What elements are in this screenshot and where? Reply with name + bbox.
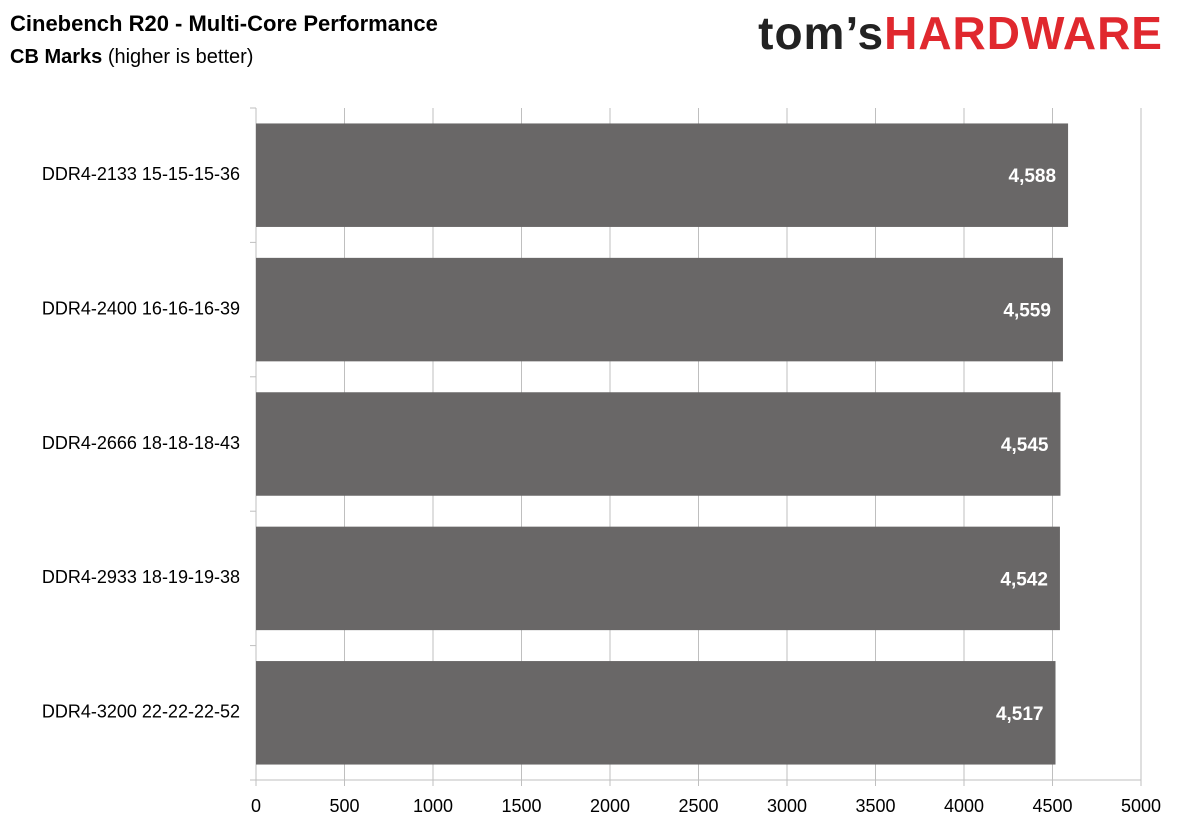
- x-tick-label: 2500: [678, 796, 718, 816]
- logo-prefix: tom’s: [758, 7, 884, 59]
- bar: [256, 392, 1061, 496]
- logo: tom’sHARDWARE: [758, 7, 1163, 59]
- x-tick-label: 2000: [590, 796, 630, 816]
- value-label: 4,517: [996, 704, 1044, 725]
- value-label: 4,588: [1009, 166, 1057, 187]
- chart-subtitle: CB Marks (higher is better): [10, 46, 253, 68]
- y-tick-label: DDR4-2133 15-15-15-36: [42, 164, 240, 184]
- y-tick-label: DDR4-2933 18-19-19-38: [42, 567, 240, 587]
- chart-title: Cinebench R20 - Multi-Core Performance: [10, 11, 438, 36]
- x-tick-label: 4000: [944, 796, 984, 816]
- bar: [256, 661, 1056, 765]
- x-tick-label: 3500: [855, 796, 895, 816]
- y-tick-label: DDR4-3200 22-22-22-52: [42, 702, 240, 722]
- bar: [256, 123, 1069, 227]
- y-tick-label: DDR4-2666 18-18-18-43: [42, 433, 240, 453]
- subtitle: CB Marks: [10, 46, 102, 68]
- value-label: 4,542: [1000, 569, 1048, 590]
- bar: [256, 526, 1060, 631]
- x-tick-label: 0: [251, 796, 261, 816]
- x-tick-label: 3000: [767, 796, 807, 816]
- logo-name: HARDWARE: [884, 7, 1163, 59]
- x-tick-label: 4500: [1032, 796, 1072, 816]
- x-tick-label: 500: [329, 796, 359, 816]
- subtitle-note: (higher is better): [108, 46, 254, 68]
- x-tick-label: 1000: [413, 796, 453, 816]
- y-tick-label: DDR4-2400 16-16-16-39: [42, 298, 240, 318]
- value-label: 4,559: [1003, 301, 1051, 322]
- bar: [256, 257, 1063, 362]
- x-tick-label: 1500: [501, 796, 541, 816]
- x-tick-label: 5000: [1121, 796, 1161, 816]
- value-label: 4,545: [1001, 435, 1049, 456]
